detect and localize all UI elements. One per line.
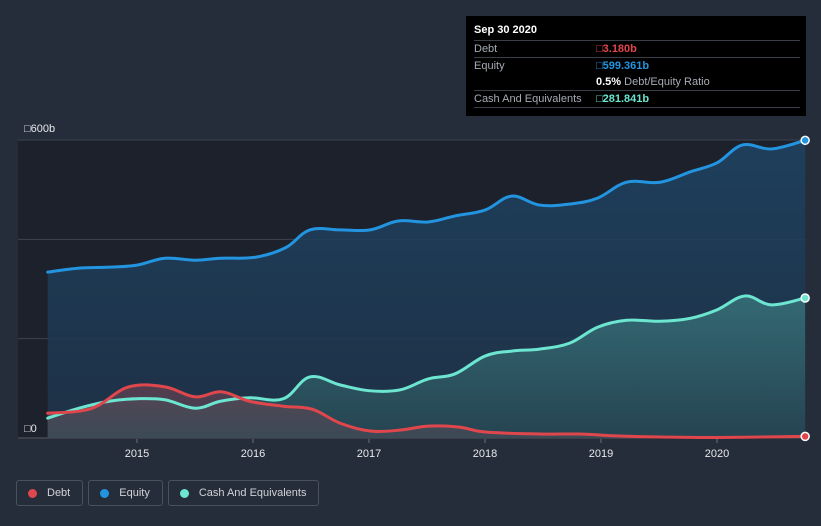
x-tick-label: 2018: [473, 448, 497, 460]
tooltip-value-cash: □281.841b: [596, 93, 650, 105]
tooltip-value-equity: □599.361b: [596, 60, 650, 72]
end-marker-debt: [800, 431, 810, 442]
legend-item-debt[interactable]: Debt: [16, 480, 84, 506]
y-axis: □600b □0: [24, 123, 55, 435]
legend-label-debt: Debt: [47, 487, 71, 499]
tooltip-date: Sep 30 2020: [474, 22, 800, 41]
legend-label-equity: Equity: [119, 487, 150, 499]
tooltip-row-ratio: 0.5% Debt/Equity Ratio: [474, 74, 800, 91]
line-cash-and-equivalents: [46, 294, 807, 420]
tooltip-ratio: 0.5% Debt/Equity Ratio: [596, 74, 710, 90]
legend-item-cash[interactable]: Cash And Equivalents: [167, 480, 320, 506]
tooltip-panel: Sep 30 2020 Debt □3.180b Equity □599.361…: [466, 16, 806, 116]
tooltip-row-debt: Debt □3.180b: [474, 41, 800, 58]
tooltip-value-debt: □3.180b: [596, 43, 637, 55]
line-equity: [46, 138, 807, 274]
line-debt: [46, 383, 807, 440]
end-marker-cash-and-equivalents: [800, 293, 810, 303]
chart-legend: Debt Equity Cash And Equivalents: [16, 480, 320, 506]
x-tick-label: 2019: [589, 448, 613, 460]
end-marker-equity: [800, 135, 810, 146]
legend-dot-cash-icon: [179, 488, 189, 498]
tooltip-ratio-value: 0.5%: [596, 76, 622, 88]
x-tick-label: 2016: [241, 448, 265, 460]
y-tick-label: □0: [24, 423, 37, 435]
x-tick-label: 2020: [705, 448, 729, 460]
x-tick-label: 2015: [125, 448, 149, 460]
series-lines: [46, 138, 807, 440]
tooltip-ratio-label: Debt/Equity Ratio: [621, 76, 710, 88]
y-tick-label: □600b: [24, 123, 55, 135]
legend-item-equity[interactable]: Equity: [88, 480, 163, 506]
end-markers: [800, 135, 810, 442]
tooltip-row-cash: Cash And Equivalents □281.841b: [474, 91, 800, 108]
legend-dot-equity-icon: [100, 488, 110, 498]
tooltip-label-equity: Equity: [474, 60, 505, 72]
x-axis: 2015 2016 2017 2018 2019 2020: [125, 439, 729, 460]
x-tick-label: 2017: [357, 448, 381, 460]
legend-dot-debt-icon: [28, 488, 37, 498]
tooltip-label-cash: Cash And Equivalents: [474, 93, 582, 105]
tooltip-row-equity: Equity □599.361b: [474, 58, 800, 74]
legend-label-cash: Cash And Equivalents: [198, 487, 307, 499]
tooltip-label-debt: Debt: [474, 43, 498, 55]
